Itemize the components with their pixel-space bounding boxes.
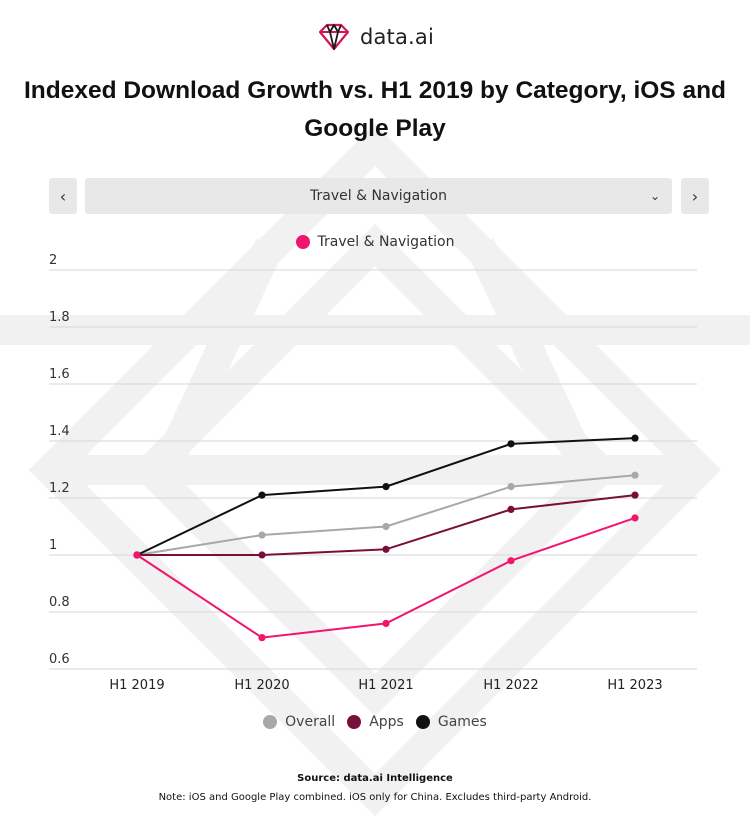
chevron-down-icon: ⌄ [649, 189, 660, 203]
data-point-overall [507, 483, 515, 491]
legend-top: Travel & Navigation [0, 234, 750, 250]
data-point-games [382, 483, 390, 491]
legend-dot-apps [347, 715, 362, 729]
data-point-overall [382, 522, 390, 531]
category-dropdown[interactable]: Travel & Navigation ⌄ [85, 178, 672, 214]
y-tick-label: 1.2 [49, 481, 70, 496]
series-line-travel-navigation [136, 517, 636, 639]
legend-label-apps: Apps [369, 714, 404, 730]
x-tick-label: H1 2022 [483, 678, 538, 693]
legend-item-games[interactable]: Games [415, 714, 487, 730]
data-point-apps [382, 545, 390, 553]
legend-label-games: Games [437, 714, 487, 730]
data-point-overall [631, 471, 639, 479]
legend-dot-overall [263, 715, 278, 729]
data-point-travel-navigation [507, 557, 515, 565]
data-point-apps [631, 491, 639, 499]
chevron-right-icon: › [691, 186, 699, 206]
source-text: Source: data.ai Intelligence [297, 773, 453, 784]
x-tick-label: H1 2020 [234, 678, 289, 693]
brand-header: data.ai [0, 22, 750, 52]
legend-label-overall: Overall [285, 714, 336, 730]
y-tick-label: 0.6 [49, 652, 70, 667]
data-point-overall [258, 531, 266, 539]
x-tick-label: H1 2021 [358, 678, 413, 693]
brand-name: data.ai [359, 25, 435, 49]
x-tick-label: H1 2019 [109, 678, 164, 693]
note-text: Note: iOS and Google Play combined. iOS … [158, 792, 592, 803]
legend-item-apps[interactable]: Apps [347, 714, 404, 730]
legend-item-overall[interactable]: Overall [263, 714, 335, 730]
chevron-left-icon: ‹ [59, 186, 67, 206]
y-tick-label: 1.6 [49, 367, 70, 382]
next-category-button[interactable]: › [681, 178, 709, 214]
y-tick-label: 2 [49, 253, 57, 268]
legend-dot-games [415, 715, 430, 729]
data-point-travel-navigation [631, 514, 639, 522]
diamond-logo-icon [318, 23, 350, 51]
data-point-games [631, 434, 639, 442]
y-tick-label: 0.8 [49, 595, 70, 610]
data-point-games [258, 491, 266, 499]
series-line-games [136, 437, 636, 556]
data-point-travel-navigation [133, 551, 141, 559]
previous-category-button[interactable]: ‹ [49, 178, 77, 214]
legend-dot-travel [295, 235, 310, 249]
data-point-games [507, 440, 515, 448]
x-tick-label: H1 2023 [607, 678, 662, 693]
data-point-travel-navigation [258, 634, 266, 642]
data-point-apps [258, 551, 266, 559]
legend-label-travel[interactable]: Travel & Navigation [317, 234, 455, 250]
legend-bottom: Overall Apps Games [0, 714, 750, 730]
y-tick-label: 1 [49, 538, 57, 553]
chart-title: Indexed Download Growth vs. H1 2019 by C… [23, 77, 727, 142]
data-point-travel-navigation [382, 619, 390, 628]
data-point-apps [507, 505, 515, 513]
category-dropdown-value: Travel & Navigation [310, 188, 447, 204]
y-tick-label: 1.4 [49, 424, 70, 439]
y-tick-label: 1.8 [49, 310, 70, 325]
